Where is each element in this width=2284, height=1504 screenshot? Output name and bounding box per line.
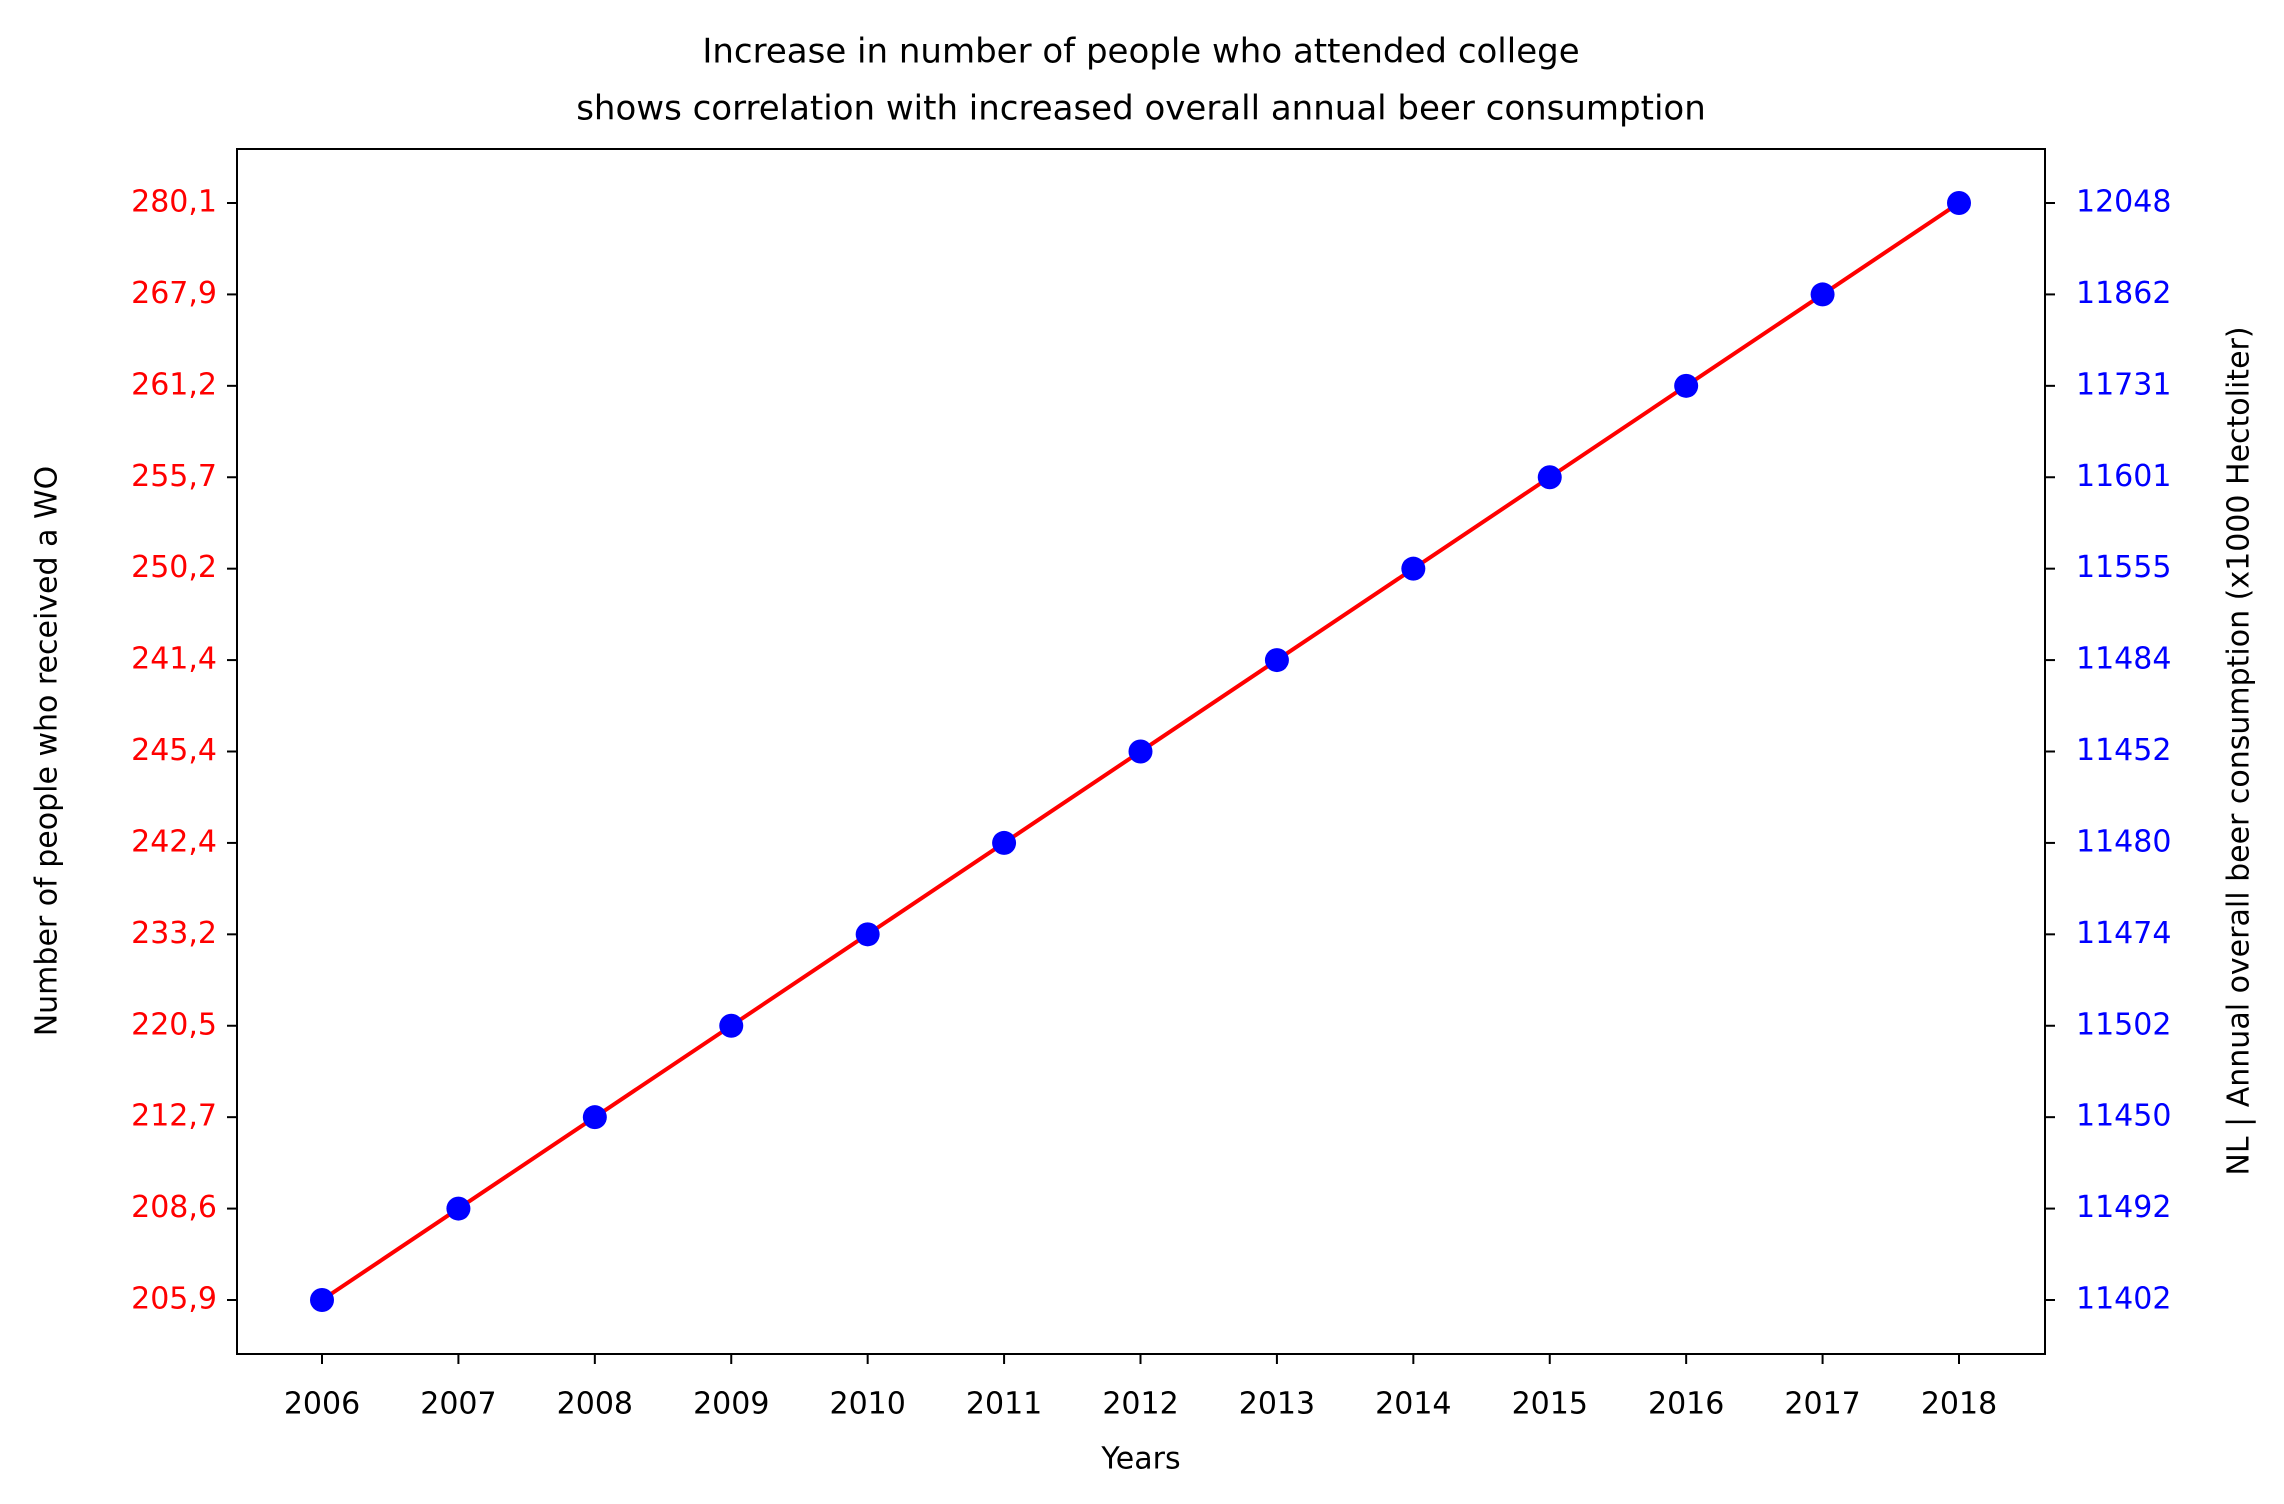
data-point bbox=[446, 1196, 471, 1221]
y-tick-label: 255,7 bbox=[131, 459, 217, 494]
data-point bbox=[992, 830, 1017, 855]
data-point bbox=[310, 1288, 334, 1312]
y-axis-label: Number of people who received a WO bbox=[30, 466, 65, 1037]
chart-title: Increase in number of people who attende… bbox=[702, 32, 1579, 72]
data-point bbox=[1264, 648, 1289, 673]
x-tick-label: 2018 bbox=[1921, 1387, 1997, 1422]
y-tick-label: 220,5 bbox=[131, 1007, 217, 1042]
y-tick-label: 241,4 bbox=[131, 642, 217, 677]
y2-tick-label: 11402 bbox=[2076, 1282, 2171, 1317]
y-tick-label: 261,2 bbox=[131, 367, 217, 402]
x-tick-label: 2009 bbox=[693, 1387, 769, 1422]
y-tick-label: 245,4 bbox=[131, 733, 217, 768]
x-tick-label: 2012 bbox=[1102, 1387, 1178, 1422]
x-tick-label: 2017 bbox=[1784, 1387, 1860, 1422]
y2-tick-label: 11862 bbox=[2076, 276, 2171, 311]
y-tick-label: 242,4 bbox=[131, 824, 217, 859]
data-point bbox=[1947, 191, 1971, 215]
x-tick-label: 2015 bbox=[1512, 1387, 1588, 1422]
x-tick-label: 2013 bbox=[1239, 1387, 1315, 1422]
chart-title: shows correlation with increased overall… bbox=[576, 89, 1706, 129]
y-tick-label: 208,6 bbox=[131, 1190, 217, 1225]
x-tick-label: 2006 bbox=[284, 1387, 360, 1422]
x-tick-label: 2014 bbox=[1375, 1387, 1451, 1422]
y-tick-label: 280,1 bbox=[131, 185, 217, 220]
y-tick-label: 233,2 bbox=[131, 916, 217, 951]
y-tick-label: 212,7 bbox=[131, 1099, 217, 1134]
y2-tick-label: 11601 bbox=[2076, 459, 2171, 494]
y2-tick-label: 11555 bbox=[2076, 550, 2171, 585]
y2-tick-label: 11492 bbox=[2076, 1190, 2171, 1225]
y2-tick-label: 12048 bbox=[2076, 185, 2171, 220]
data-point bbox=[855, 922, 880, 947]
y-tick-label: 250,2 bbox=[131, 550, 217, 585]
data-point bbox=[1810, 282, 1835, 307]
x-axis-label: Years bbox=[1100, 1442, 1180, 1477]
y-tick-label: 267,9 bbox=[131, 276, 217, 311]
data-point bbox=[1674, 373, 1699, 398]
y2-tick-label: 11474 bbox=[2076, 916, 2171, 951]
y2-tick-label: 11502 bbox=[2076, 1007, 2171, 1042]
x-tick-label: 2008 bbox=[557, 1387, 633, 1422]
data-point bbox=[719, 1013, 744, 1038]
x-tick-label: 2010 bbox=[829, 1387, 905, 1422]
y2-tick-label: 11480 bbox=[2076, 824, 2171, 859]
y2-tick-label: 11484 bbox=[2076, 642, 2171, 677]
y-tick-label: 205,9 bbox=[131, 1282, 217, 1317]
x-tick-label: 2016 bbox=[1648, 1387, 1724, 1422]
x-tick-label: 2011 bbox=[966, 1387, 1042, 1422]
y2-tick-label: 11452 bbox=[2076, 733, 2171, 768]
data-point bbox=[1401, 556, 1426, 581]
y2-tick-label: 11450 bbox=[2076, 1099, 2171, 1134]
y2-tick-label: 11731 bbox=[2076, 367, 2171, 402]
data-point bbox=[1128, 739, 1153, 764]
x-tick-label: 2007 bbox=[420, 1387, 496, 1422]
data-point bbox=[1537, 465, 1562, 490]
y2-axis-label: NL | Annual overall beer consumption (x1… bbox=[2222, 326, 2257, 1175]
data-point bbox=[582, 1105, 607, 1130]
